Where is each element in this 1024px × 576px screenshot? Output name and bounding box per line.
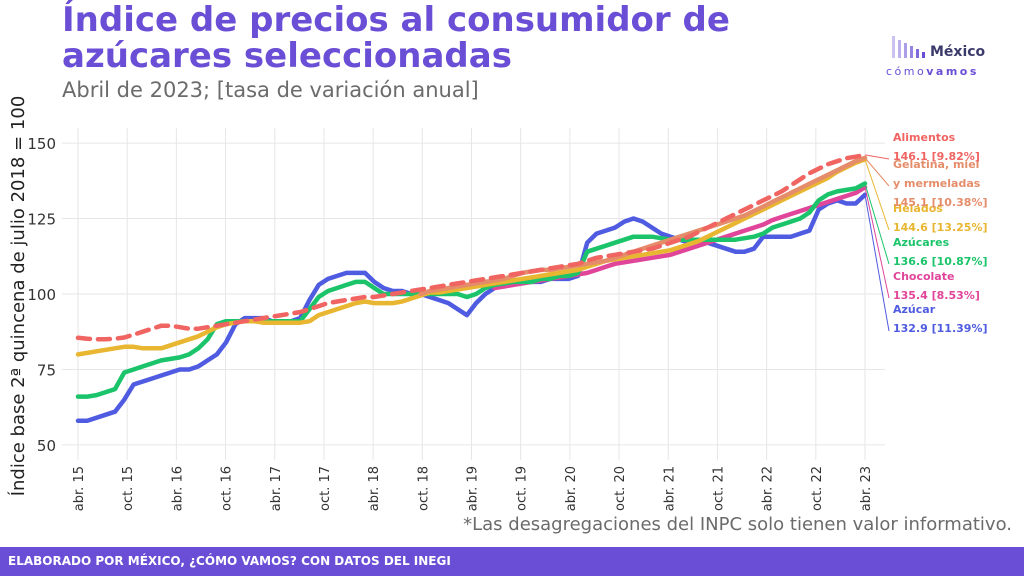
series-line [75,181,868,399]
x-tick-label: abr. 19 [466,466,481,511]
label-leader-line [864,159,890,231]
x-tick-label: oct. 17 [318,466,333,511]
x-tick-label: oct. 18 [416,466,431,511]
chart-title: Índice de precios al consumidor de azúca… [62,0,730,76]
chart-grid [62,128,885,460]
logo-name: México [930,44,986,60]
y-tick-label: 125 [27,211,56,229]
series-line [75,192,868,424]
logo-bar-icon [916,49,919,58]
series-label-value: 145.1 [10.38%] [893,196,988,209]
x-axis: abr. 15 oct. 15 abr. 16 oct. 16 abr. 17 oct. … [72,466,874,511]
x-tick-label: abr. 17 [269,466,284,511]
line-chart: 50 75 100 125 150 abr. 15 oct. 15 abr. 16 oct. … [7,96,988,511]
footnote: *Las desagregaciones del INPC solo tiene… [463,514,1012,535]
x-tick-label: abr. 18 [367,466,382,511]
x-tick-label: abr. 15 [72,466,87,511]
series-label-name: Chocolate [893,270,954,283]
series-line [418,155,868,297]
label-leader-line [864,194,890,332]
y-tick-label: 150 [27,135,56,153]
series-label-name: Azúcares [893,236,950,249]
series-label-value: 132.9 [11.39%] [893,322,988,335]
y-axis-label: Índice base 2ª quincena de julio 2018 = … [7,96,29,497]
y-axis: 50 75 100 125 150 [27,135,56,455]
y-tick-label: 75 [37,361,56,379]
mexico-como-vamos-logo: México cómovamos [886,24,1010,84]
logo-sub-pre: cómo [886,65,927,78]
logo-sub-post: vamos [926,65,979,78]
x-tick-label: oct. 15 [121,466,136,511]
series-label-name: Azúcar [893,303,936,316]
series-label-value: 135.4 [8.53%] [893,289,980,302]
series-label-name: Gelatina, miel y mermeladas [893,158,981,190]
chart-series [75,152,868,424]
logo-bar-icon [922,52,925,58]
logo-bar-icon [898,40,901,58]
x-tick-label: oct. 19 [515,466,530,511]
x-tick-label: abr. 22 [761,466,776,511]
x-tick-label: abr. 23 [859,466,874,511]
footer-credit: ELABORADO POR MÉXICO, ¿CÓMO VAMOS? CON D… [8,554,451,568]
series-line [75,157,868,357]
x-tick-label: oct. 20 [613,466,628,511]
y-tick-label: 50 [37,437,56,455]
y-tick-label: 100 [27,286,56,304]
label-leader-line [864,157,890,187]
series-label-value: 136.6 [10.87%] [893,255,988,268]
logo-subtitle: cómovamos [886,65,979,78]
x-tick-label: oct. 22 [810,466,825,511]
series-labels: Azúcar 132.9 [11.39%] Chocolate 135.4 [8.53… [864,131,988,335]
series-line [75,152,868,342]
footer-bar: ELABORADO POR MÉXICO, ¿CÓMO VAMOS? CON D… [0,547,1024,576]
label-leader-line [864,187,890,299]
series-label-name: Alimentos [893,131,956,144]
x-tick-label: abr. 20 [564,466,579,511]
label-leader-line [864,183,890,265]
x-tick-label: oct. 21 [711,466,726,511]
x-tick-label: abr. 16 [170,466,185,511]
logo-bar-icon [892,36,895,58]
logo-bar-icon [910,46,913,58]
x-tick-label: abr. 21 [662,466,677,511]
chart-subtitle: Abril de 2023; [tasa de variación anual] [62,78,479,102]
series-label-value: 146.1 [9.82%] [893,150,980,163]
series-label-name: Helados [893,202,943,215]
x-tick-label: oct. 16 [220,466,235,511]
logo-bar-icon [904,43,907,58]
label-leader-line [864,154,890,160]
series-label-value: 144.6 [13.25%] [893,221,988,234]
